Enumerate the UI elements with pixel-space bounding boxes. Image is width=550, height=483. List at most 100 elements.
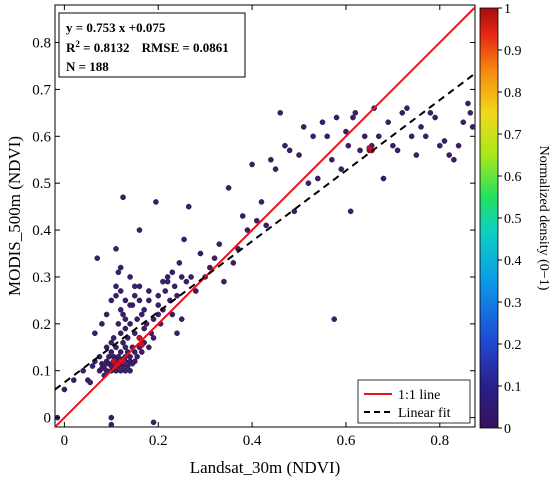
data-point [146,288,152,294]
x-tick-label: 0.6 [337,433,356,449]
data-point [61,386,68,393]
data-point [94,255,101,262]
data-point [136,283,143,290]
data-point [120,311,126,318]
data-point [115,269,122,276]
legend-label-fit: Linear fit [398,406,451,421]
data-point [441,138,448,144]
data-point [314,175,321,182]
data-point [239,213,246,219]
data-point [399,110,406,116]
n-text: N = 188 [66,59,109,74]
data-point [174,292,180,299]
data-point [331,316,338,322]
data-point [89,363,96,369]
data-point [408,133,415,140]
data-point [253,217,260,224]
colorbar-label: Normalized density (0−1) [536,146,550,291]
data-point [350,114,356,121]
linear-fit-line [55,72,475,391]
data-point [127,274,133,280]
data-point [432,114,438,121]
data-point [216,241,223,247]
data-point [221,278,227,285]
data-point [99,321,105,327]
colorbar-tick-label: 0.4 [504,254,522,269]
x-tick-label: 0 [61,433,69,449]
data-point [174,330,180,337]
data-point [380,175,387,182]
y-tick-label: 0.4 [32,223,51,239]
data-point [291,208,298,215]
data-point [155,302,162,308]
data-point [150,419,157,426]
data-point [127,367,133,374]
data-point [451,156,457,163]
data-point [437,142,443,149]
r2-rmse-text: R2 = 0.8132 RMSE = 0.0861 [66,39,229,55]
x-tick-label: 0.4 [243,433,262,449]
data-point [122,344,129,351]
y-tick-label: 0.7 [32,82,51,98]
colorbar-tick-label: 0 [504,422,511,437]
y-axis-label: MODIS_500m (NDVI) [5,136,24,296]
reference-lines [55,6,475,427]
data-point [197,250,204,257]
y-tick-label: 0.2 [32,317,51,333]
data-point [150,335,157,341]
data-point [136,227,143,233]
data-point [343,128,349,135]
data-point [162,288,169,294]
data-point [181,236,187,243]
data-point [108,297,115,304]
data-point [122,297,129,304]
data-point [192,288,199,294]
data-point [115,321,122,327]
data-point [101,363,108,369]
data-point [455,142,462,149]
data-point [176,260,183,266]
data-point [207,264,213,271]
colorbar: 0 0.1 0.2 0.3 0.4 0.5 0.6 0.7 0.8 0.9 1 Normalized… [479,2,550,437]
data-point [422,133,429,140]
data-point [188,274,194,280]
data-point [92,330,98,337]
colorbar-tick-label: 0.8 [504,86,522,101]
colorbar-tick-label: 0.2 [504,338,522,353]
data-point [103,311,110,318]
data-point [117,288,124,294]
data-point [352,110,359,116]
data-point [345,142,352,149]
data-point [122,316,129,322]
data-point [141,306,147,313]
data-point [108,421,115,427]
data-point [70,377,77,383]
data-point [183,278,190,285]
data-point [375,133,382,140]
data-point [178,274,185,280]
data-point [310,133,316,140]
data-point-dense [138,341,145,348]
data-point [347,208,354,215]
colorbar-tick-label: 0.6 [504,170,522,185]
data-point [185,203,192,210]
x-axis-ticks: 0 0.2 0.4 0.6 0.8 [61,5,449,449]
data-point [413,152,420,158]
data-point [127,353,133,360]
data-point [120,194,126,201]
data-point [108,414,115,421]
y-tick-label: 0.6 [32,129,51,145]
data-point [324,133,330,140]
data-point [404,105,410,111]
data-point [230,260,237,266]
data-point [282,142,288,149]
data-point [124,363,131,369]
data-point [120,339,126,346]
data-point [134,353,140,360]
data-point [361,133,368,140]
data-point [122,325,129,332]
data-point [357,147,363,154]
data-point [427,110,434,116]
data-point [286,147,293,154]
data-point [467,110,474,116]
